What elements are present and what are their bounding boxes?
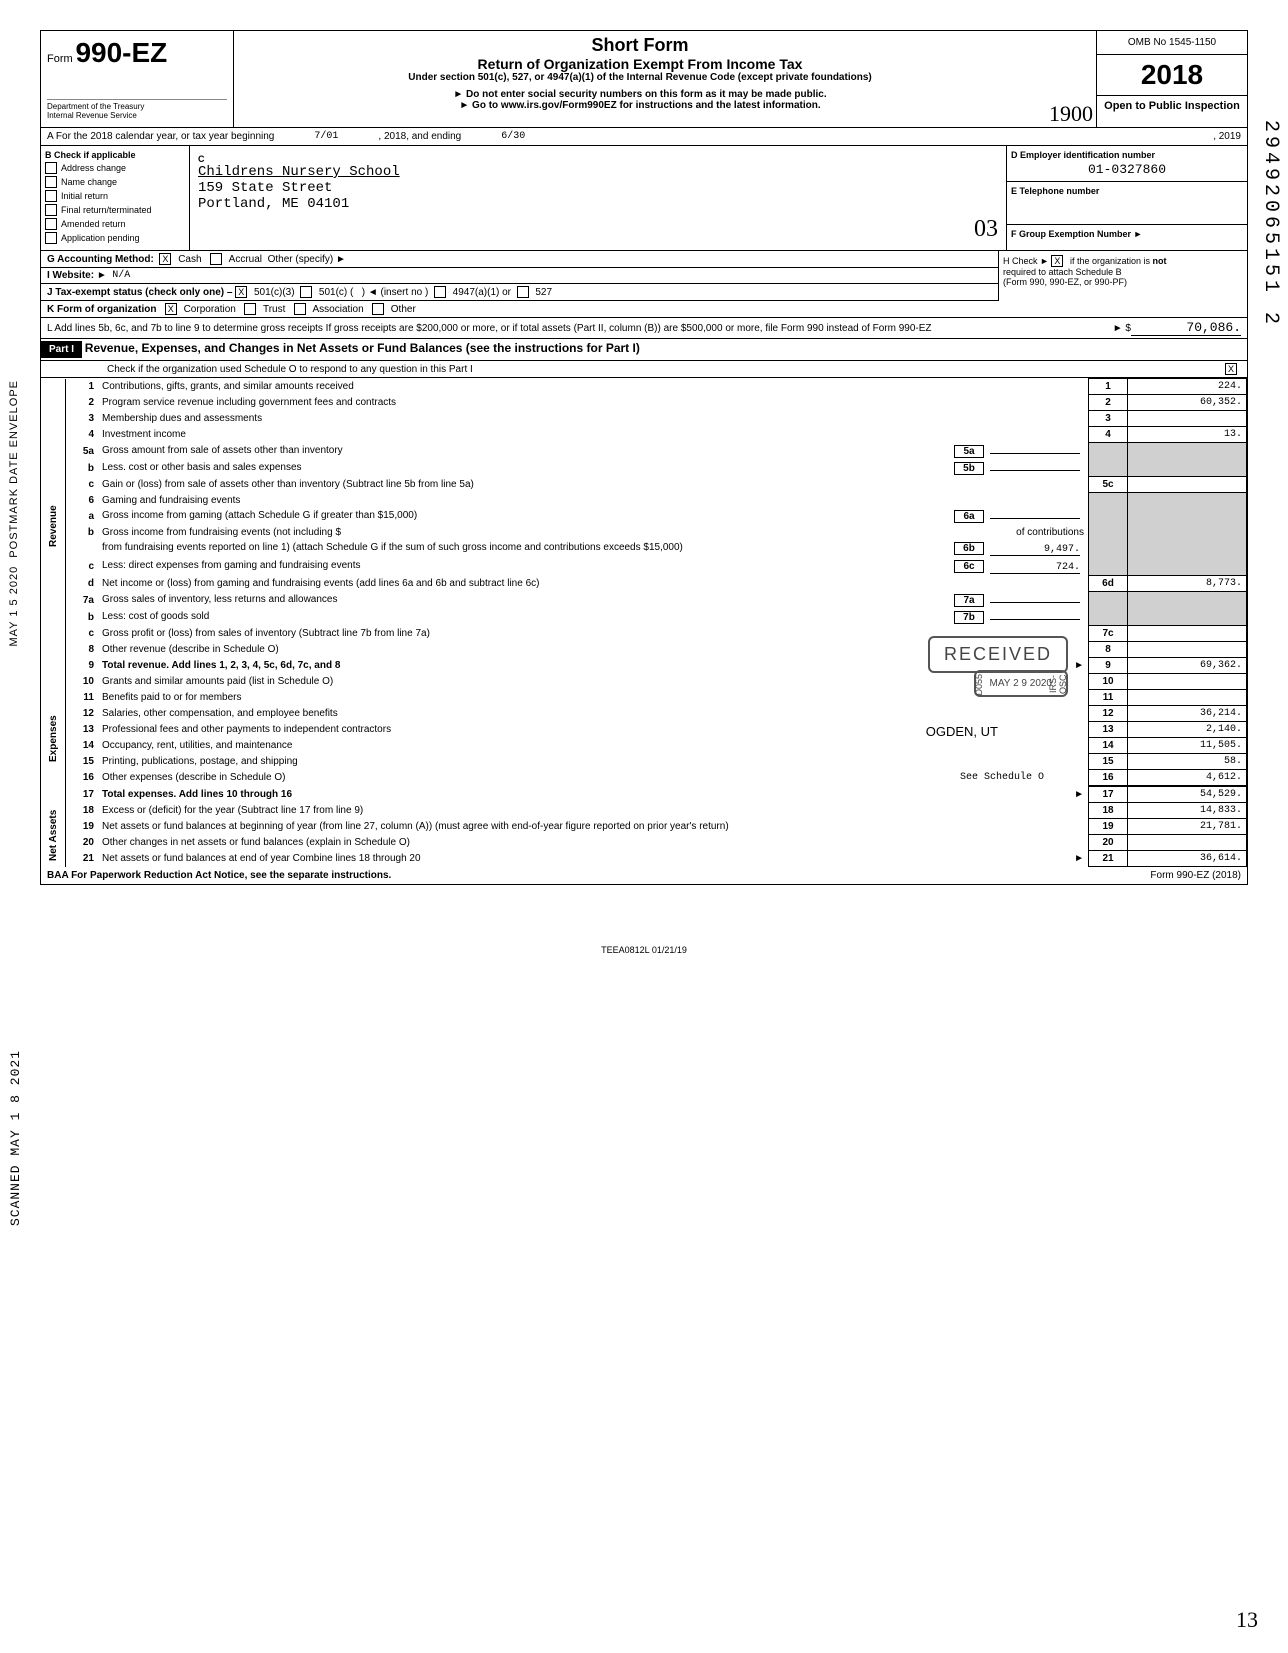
chk-schedule-o[interactable]: X xyxy=(1225,363,1237,375)
col-c-org: C Childrens Nursery School 159 State Str… xyxy=(190,146,966,250)
chk-assoc[interactable] xyxy=(294,303,306,315)
expenses-side: Expenses xyxy=(41,674,66,803)
received-stamp: RECEIVED xyxy=(928,636,1068,673)
dept-treasury: Department of the Treasury Internal Reve… xyxy=(47,99,227,120)
see-schedule-o: See Schedule O xyxy=(960,772,1044,783)
chk-initial[interactable] xyxy=(45,190,57,202)
form-990ez: Form 990-EZ Department of the Treasury I… xyxy=(40,30,1248,885)
section-b-to-f: B Check if applicable Address change Nam… xyxy=(41,146,1247,251)
chk-other-org[interactable] xyxy=(372,303,384,315)
org-name: Childrens Nursery School xyxy=(198,164,958,180)
chk-cash[interactable]: X xyxy=(159,253,171,265)
form-footer: BAA For Paperwork Reduction Act Notice, … xyxy=(41,867,1247,884)
line-j: J Tax-exempt status (check only one) – X… xyxy=(41,284,998,301)
note-ssn: ► Do not enter social security numbers o… xyxy=(238,89,1042,100)
chk-pending[interactable] xyxy=(45,232,57,244)
line-a: A For the 2018 calendar year, or tax yea… xyxy=(41,128,1247,146)
chk-501c[interactable] xyxy=(300,286,312,298)
box-h: H Check ► X if the organization is not r… xyxy=(998,251,1247,301)
handwritten-03: 03 xyxy=(966,146,1006,250)
scanned-stamp: SCANNED MAY 1 8 2021 xyxy=(8,1050,23,1226)
chk-501c3[interactable]: X xyxy=(235,286,247,298)
received-date-stamp: D055 MAY 2 9 2020 IRS-OSC xyxy=(974,670,1068,697)
omb-number: OMB No 1545-1150 xyxy=(1097,31,1247,55)
title-section: Under section 501(c), 527, or 4947(a)(1)… xyxy=(238,72,1042,83)
chk-527[interactable] xyxy=(517,286,529,298)
form-header: Form 990-EZ Department of the Treasury I… xyxy=(41,31,1247,128)
form-label: Form xyxy=(47,53,73,65)
title-return: Return of Organization Exempt From Incom… xyxy=(238,56,1042,72)
phone-label: E Telephone number xyxy=(1011,186,1243,196)
ein-value: 01-0327860 xyxy=(1011,162,1243,177)
netassets-side: Net Assets xyxy=(41,803,66,867)
part1-header: Part I Revenue, Expenses, and Changes in… xyxy=(41,339,1247,361)
org-addr1: 159 State Street xyxy=(198,180,958,196)
chk-address[interactable] xyxy=(45,162,57,174)
chk-accrual[interactable] xyxy=(210,253,222,265)
chk-trust[interactable] xyxy=(244,303,256,315)
gross-receipts: 70,086. xyxy=(1131,320,1241,336)
ogden-stamp: OGDEN, UT xyxy=(926,724,998,739)
postmark-stamp: MAY 1 5 2020 POSTMARK DATE ENVELOPE xyxy=(8,380,20,647)
org-addr2: Portland, ME 04101 xyxy=(198,196,958,212)
tax-year: 2018 xyxy=(1097,55,1247,96)
group-exempt-label: F Group Exemption Number ► xyxy=(1011,229,1243,239)
chk-amended[interactable] xyxy=(45,218,57,230)
form-number: 990-EZ xyxy=(75,37,167,68)
col-b-checkboxes: B Check if applicable Address change Nam… xyxy=(41,146,190,250)
line-g: G Accounting Method: X Cash Accrual Othe… xyxy=(41,251,998,268)
revenue-side: Revenue xyxy=(41,379,66,674)
line-k: K Form of organization X Corporation Tru… xyxy=(41,301,1247,318)
open-public: Open to Public Inspection xyxy=(1097,96,1247,116)
footer-code: TEEA0812L 01/21/19 xyxy=(40,945,1248,955)
chk-corp[interactable]: X xyxy=(165,303,177,315)
note-url: ► Go to www.irs.gov/Form990EZ for instru… xyxy=(238,100,1042,111)
title-short-form: Short Form xyxy=(238,35,1042,56)
line-i: I Website: ► N/A xyxy=(41,268,998,284)
col-d-to-f: D Employer identification number 01-0327… xyxy=(1006,146,1247,250)
chk-h[interactable]: X xyxy=(1051,255,1063,267)
line-l: L Add lines 5b, 6c, and 7b to line 9 to … xyxy=(41,318,1247,339)
part1-check: Check if the organization used Schedule … xyxy=(41,361,1247,378)
chk-name[interactable] xyxy=(45,176,57,188)
page-number: 13 xyxy=(1236,1607,1258,1633)
handwritten-note: 1900 xyxy=(1049,101,1093,126)
chk-4947[interactable] xyxy=(434,286,446,298)
ein-label: D Employer identification number xyxy=(1011,150,1243,160)
chk-final[interactable] xyxy=(45,204,57,216)
doc-id: 29492065151 2 xyxy=(1259,120,1282,328)
lines-table: Revenue 1Contributions, gifts, grants, a… xyxy=(41,378,1247,867)
